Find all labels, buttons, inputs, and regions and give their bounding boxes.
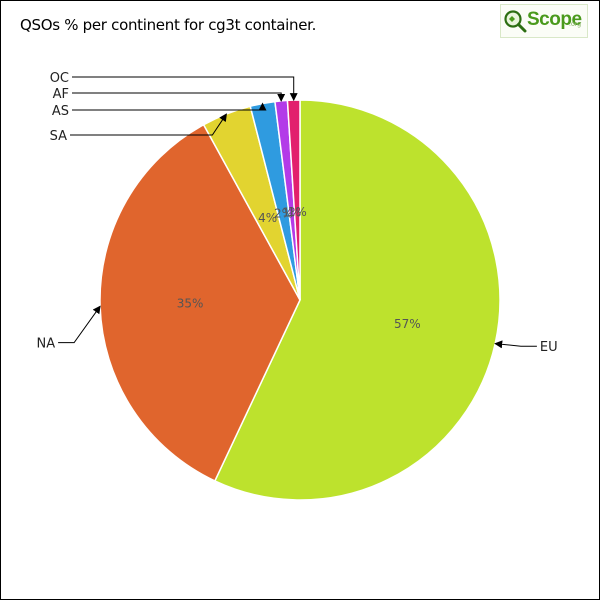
callout-line-as (72, 102, 267, 111)
slice-value-label-na: 35% (177, 296, 204, 310)
category-label-oc: OC (50, 71, 69, 86)
slice-value-label-as: 2% (274, 207, 293, 221)
slice-value-label-sa: 4% (258, 211, 277, 225)
category-label-eu: EU (540, 340, 558, 355)
qscope-logo: Scope .org (500, 4, 588, 38)
chart-title: QSOs % per continent for cg3t container. (20, 16, 317, 34)
logo-wordmark: Scope (527, 9, 582, 30)
logo-domain-suffix: .org (569, 21, 582, 28)
category-label-af: AF (53, 87, 69, 102)
callout-line-eu (494, 340, 537, 349)
category-label-sa: SA (50, 129, 67, 144)
category-label-as: AS (52, 104, 69, 119)
callout-line-na (58, 305, 101, 344)
slice-value-label-oc: 1% (288, 205, 307, 219)
callout-line-oc (72, 76, 298, 102)
slice-value-label-eu: 57% (394, 317, 421, 331)
callout-line-af (72, 92, 286, 102)
qscope-magnifier-icon (504, 10, 527, 33)
category-label-na: NA (36, 337, 55, 352)
slice-value-label-af: 1% (282, 205, 301, 219)
callout-line-sa (70, 113, 227, 136)
